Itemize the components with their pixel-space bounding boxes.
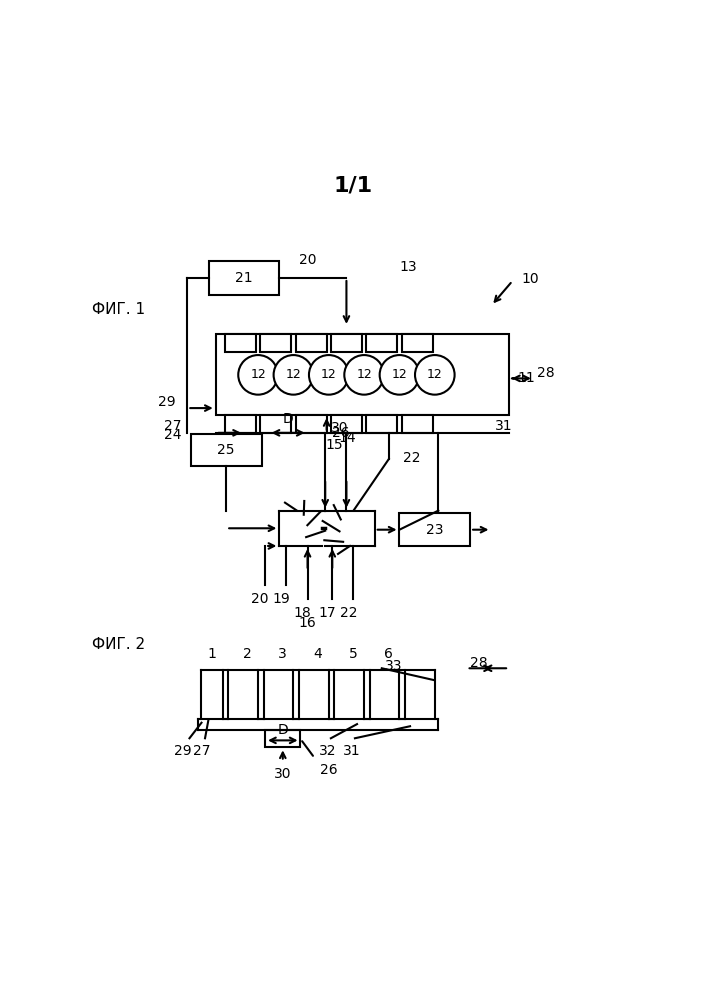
Text: 22: 22 <box>340 606 357 620</box>
Text: 2: 2 <box>243 647 252 661</box>
FancyBboxPatch shape <box>209 261 279 295</box>
Text: 25: 25 <box>218 443 235 457</box>
FancyBboxPatch shape <box>331 415 362 433</box>
Text: 28: 28 <box>470 656 488 670</box>
Text: 12: 12 <box>427 368 443 381</box>
FancyBboxPatch shape <box>265 730 300 747</box>
Text: 6: 6 <box>385 647 393 661</box>
Circle shape <box>238 355 278 395</box>
Text: ФИГ. 2: ФИГ. 2 <box>92 637 145 652</box>
Text: 21: 21 <box>235 271 252 285</box>
Text: 12: 12 <box>392 368 407 381</box>
Circle shape <box>380 355 419 395</box>
FancyBboxPatch shape <box>225 415 256 433</box>
Text: 31: 31 <box>495 419 513 433</box>
Text: 12: 12 <box>250 368 266 381</box>
Circle shape <box>344 355 384 395</box>
Text: 31: 31 <box>343 744 360 758</box>
Text: 26: 26 <box>332 426 350 440</box>
Circle shape <box>415 355 455 395</box>
Text: 20: 20 <box>299 253 316 267</box>
FancyBboxPatch shape <box>366 415 397 433</box>
Text: 30: 30 <box>274 767 291 781</box>
Text: D: D <box>277 723 288 737</box>
Text: 10: 10 <box>521 272 539 286</box>
FancyBboxPatch shape <box>216 334 509 415</box>
Text: ФИГ. 1: ФИГ. 1 <box>92 302 145 317</box>
Text: 3: 3 <box>279 647 287 661</box>
Text: 24: 24 <box>164 428 182 442</box>
FancyBboxPatch shape <box>260 334 291 352</box>
Text: 5: 5 <box>349 647 358 661</box>
Text: 32: 32 <box>319 744 336 758</box>
FancyBboxPatch shape <box>296 415 327 433</box>
FancyBboxPatch shape <box>331 334 362 352</box>
Text: 27: 27 <box>193 744 210 758</box>
Text: 27: 27 <box>164 419 182 433</box>
Circle shape <box>309 355 349 395</box>
Text: 1/1: 1/1 <box>334 175 373 195</box>
Text: D: D <box>282 412 293 426</box>
Text: 15: 15 <box>325 438 343 452</box>
FancyBboxPatch shape <box>225 334 256 352</box>
Text: 19: 19 <box>272 592 291 606</box>
Text: 30: 30 <box>331 421 349 435</box>
FancyBboxPatch shape <box>399 513 470 546</box>
Text: 20: 20 <box>252 592 269 606</box>
Text: 11: 11 <box>518 371 535 385</box>
Text: 1: 1 <box>208 647 216 661</box>
Text: 29: 29 <box>158 395 175 409</box>
Text: 14: 14 <box>338 431 356 445</box>
Text: 12: 12 <box>286 368 301 381</box>
Text: 16: 16 <box>298 616 317 630</box>
Text: 17: 17 <box>319 606 336 620</box>
Text: 26: 26 <box>320 763 337 777</box>
FancyBboxPatch shape <box>191 434 262 466</box>
Text: 18: 18 <box>293 606 312 620</box>
FancyBboxPatch shape <box>402 334 433 352</box>
FancyBboxPatch shape <box>402 415 433 433</box>
Text: 29: 29 <box>174 744 191 758</box>
Text: 28: 28 <box>537 366 555 380</box>
Text: 13: 13 <box>399 260 417 274</box>
Text: 12: 12 <box>321 368 337 381</box>
Text: 12: 12 <box>356 368 372 381</box>
Text: 33: 33 <box>385 659 403 673</box>
Circle shape <box>274 355 313 395</box>
Text: 23: 23 <box>426 523 443 537</box>
FancyBboxPatch shape <box>296 334 327 352</box>
FancyBboxPatch shape <box>366 334 397 352</box>
Text: 4: 4 <box>314 647 322 661</box>
Text: 22: 22 <box>403 451 421 465</box>
FancyBboxPatch shape <box>260 415 291 433</box>
